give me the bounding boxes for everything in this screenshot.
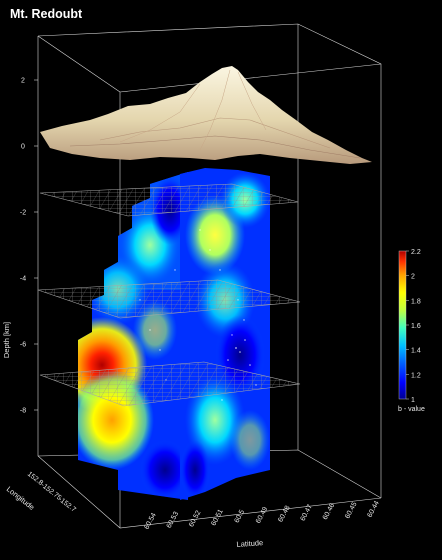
latitude-tick-label: 60.46 <box>322 502 336 521</box>
depth-axis-ticks: 2 0 -2 -4 -6 -8 <box>20 78 38 415</box>
latitude-axis-ticks: 60.54 60.53 60.52 60.51 60.5 60.49 60.48 60.47 6… <box>143 500 380 531</box>
depth-slice--2km <box>39 183 299 217</box>
colorbar-tick-label: 1 <box>411 397 415 404</box>
latitude-tick-label: 60.54 <box>143 512 157 531</box>
depth-slice--6km <box>39 361 301 407</box>
latitude-tick-label: 60.49 <box>255 506 269 525</box>
latitude-tick-label: 60.53 <box>166 511 180 530</box>
depth-tick-label: -8 <box>20 408 26 415</box>
colorbar-tick-label: 1.2 <box>411 372 421 379</box>
depth-axis-label: Depth [km] <box>2 322 11 358</box>
latitude-axis-label: Latitude <box>236 538 263 549</box>
latitude-tick-label: 60.45 <box>344 501 358 520</box>
colorbar-tick-label: 2.2 <box>411 249 421 256</box>
depth-slice--4km <box>37 279 301 319</box>
colorbar-tick-label: 1.4 <box>411 348 421 355</box>
topography-surface <box>40 66 372 164</box>
latitude-tick-label: 60.5 <box>234 509 247 524</box>
colorbar: 2.2 2 1.8 1.6 1.4 1.2 1 b - value <box>398 249 425 413</box>
longitude-axis-label: Longitude <box>5 484 37 511</box>
latitude-tick-label: 60.47 <box>300 503 314 522</box>
longitude-tick-label: -152.7 <box>57 496 77 514</box>
chart-title: Mt. Redoubt <box>10 7 83 21</box>
colorbar-tick-label: 1.6 <box>411 323 421 330</box>
latitude-depth-slice <box>78 172 188 500</box>
depth-tick-label: 2 <box>21 78 25 85</box>
colorbar-gradient <box>398 250 407 400</box>
depth-tick-label: 0 <box>21 144 25 151</box>
depth-tick-label: -6 <box>20 342 26 349</box>
latitude-tick-label: 60.51 <box>210 508 224 527</box>
latitude-tick-label: 60.48 <box>277 505 291 524</box>
depth-tick-label: -4 <box>20 276 26 283</box>
depth-tick-label: -2 <box>20 210 26 217</box>
colorbar-tick-label: 1.8 <box>411 298 421 305</box>
longitude-depth-slice <box>180 168 270 500</box>
colorbar-tick-label: 2 <box>411 274 415 281</box>
colorbar-ticks: 2.2 2 1.8 1.6 1.4 1.2 1 <box>406 249 421 404</box>
colorbar-label: b - value <box>398 406 425 413</box>
latitude-tick-label: 60.44 <box>366 500 380 519</box>
